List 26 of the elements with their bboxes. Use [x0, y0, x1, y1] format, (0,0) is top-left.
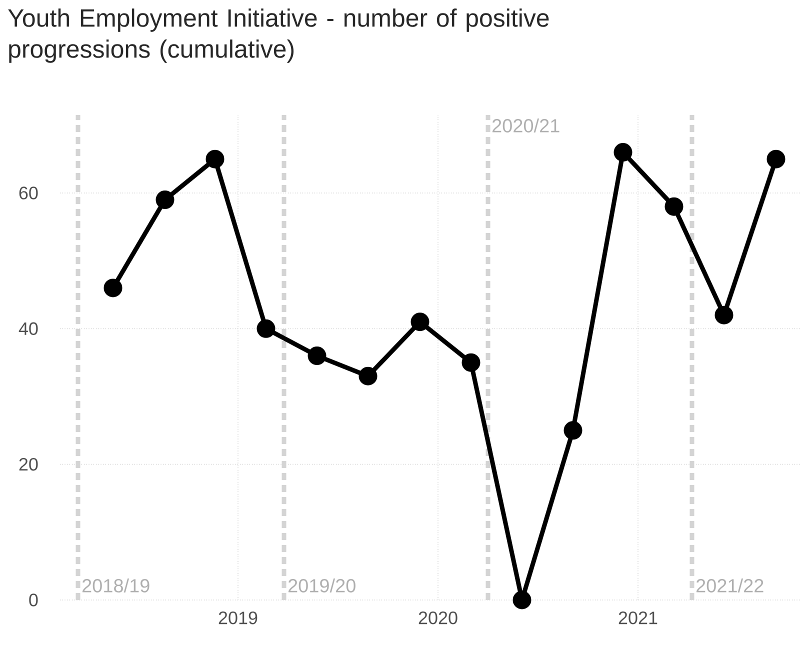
point [410, 312, 430, 332]
point [156, 190, 174, 210]
point [206, 150, 224, 168]
ref-line-label: 2019/20 [288, 578, 356, 592]
point [358, 366, 378, 386]
x-tick-label: 2020 [418, 612, 458, 624]
point [308, 346, 326, 366]
point [104, 278, 122, 298]
point [512, 590, 532, 610]
x-tick-label: 2019 [218, 612, 258, 624]
point [462, 353, 480, 372]
y-tick-label: 20 [19, 458, 38, 471]
ref-line-label: 2018/19 [82, 578, 150, 592]
chart-title: Youth Employment Initiative - number of positive progressions (cumulative) [8, 8, 549, 63]
ref-line-label: 2021/22 [696, 578, 764, 592]
y-tick-label: 60 [19, 186, 38, 200]
point [256, 319, 276, 338]
point [564, 421, 582, 440]
point [664, 197, 684, 216]
point [614, 143, 632, 162]
ref-line-label: 2020/21 [492, 118, 560, 132]
point [714, 306, 734, 324]
y-tick-label: 40 [18, 322, 38, 336]
y-tick-label: 0 [29, 594, 38, 606]
x-tick-label: 2021 [618, 612, 658, 624]
point [766, 150, 786, 168]
